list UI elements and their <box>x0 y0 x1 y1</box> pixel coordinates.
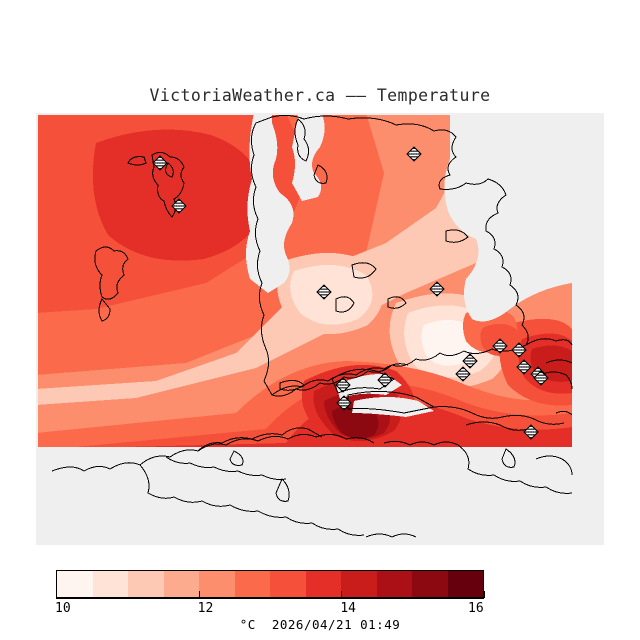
colorbar-segment-5 <box>234 571 270 597</box>
colorbar-segment-4 <box>199 571 235 597</box>
station-markers[interactable] <box>152 146 549 440</box>
page-title: VictoriaWeather.ca —— Temperature <box>149 86 491 105</box>
colorbar-caption: °C 2026/04/21 01:49 <box>239 617 401 632</box>
colorbar-segment-0 <box>57 571 93 597</box>
colorbar-axis <box>56 598 484 599</box>
colorbar-segment-1 <box>92 571 128 597</box>
contour-field <box>36 113 604 545</box>
colorbar-tick-14 <box>341 591 343 598</box>
water-mask <box>36 113 604 545</box>
colorbar-tick-12 <box>198 591 200 598</box>
colorbar-ticklabel-14: 14 <box>340 601 356 616</box>
colorbar-ticklabel-10: 10 <box>55 601 71 616</box>
colorbar-tick-16 <box>484 591 485 598</box>
coastlines <box>51 114 573 538</box>
colorbar-ticklabel-16: 16 <box>468 601 484 616</box>
map-panel[interactable] <box>36 113 604 545</box>
colorbar-segment-10 <box>412 571 448 597</box>
colorbar-segment-9 <box>376 571 412 597</box>
colorbar-segment-3 <box>163 571 199 597</box>
map-svg <box>36 113 604 545</box>
colorbar-segment-11 <box>447 571 483 597</box>
colorbar-ticklabel-12: 12 <box>197 601 214 616</box>
colorbar-segment-6 <box>270 571 306 597</box>
colorbar: 10 12 14 16 °C 2026/04/21 01:49 <box>0 565 640 640</box>
colorbar-segment-7 <box>305 571 341 597</box>
colorbar-tick-10 <box>56 591 57 598</box>
colorbar-segment-8 <box>341 571 377 597</box>
colorbar-segment-2 <box>128 571 164 597</box>
colorbar-gradient[interactable] <box>56 570 484 598</box>
